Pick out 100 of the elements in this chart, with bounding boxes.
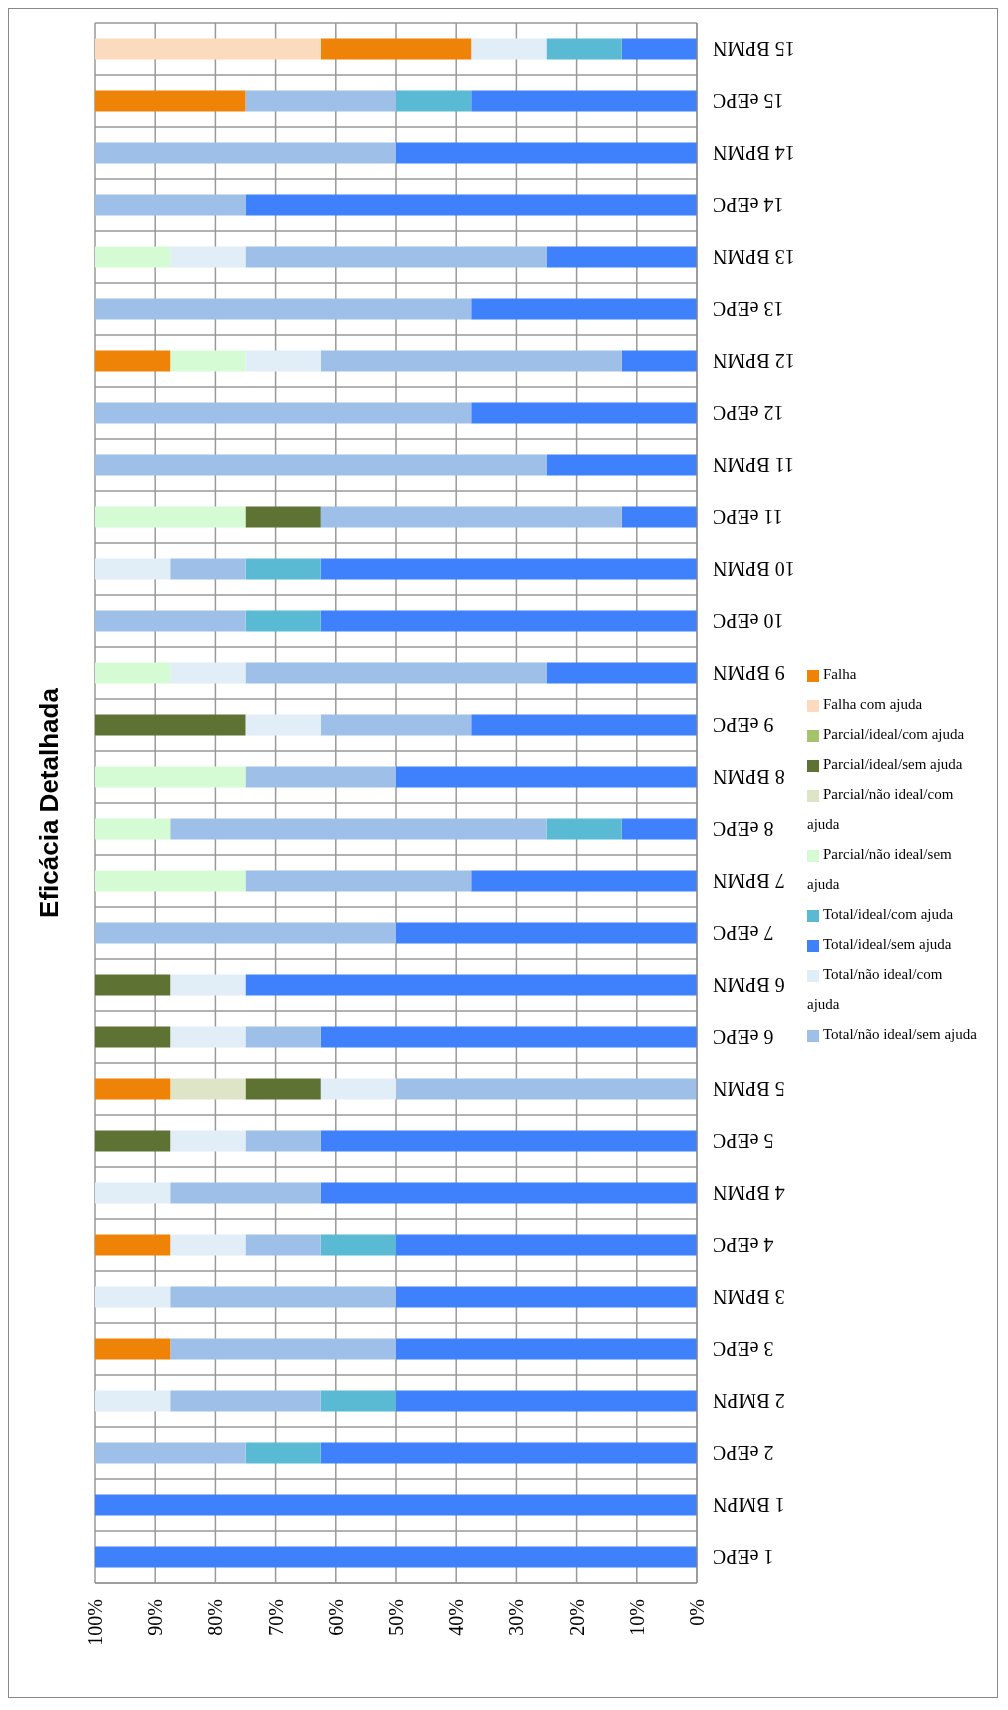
bar	[95, 714, 246, 736]
bar	[170, 1026, 246, 1048]
y-tick-label: 10 eEPC	[713, 610, 784, 632]
bar	[95, 1442, 246, 1464]
y-tick-label: 1 BMPN	[713, 1494, 785, 1516]
legend-label: Total/não ideal/com ajuda	[807, 966, 943, 1012]
y-tick-label: 3 BPMN	[713, 1286, 785, 1308]
y-tick-label: 12 eEPC	[713, 402, 784, 424]
bar	[95, 38, 321, 60]
bar	[170, 246, 246, 268]
bar	[396, 1234, 697, 1256]
bar	[170, 1182, 321, 1204]
bar	[170, 1078, 246, 1100]
bar	[95, 350, 171, 372]
bar	[546, 662, 697, 684]
y-tick-label: 6 BPMN	[713, 974, 785, 996]
bar	[95, 1026, 171, 1048]
bar	[621, 506, 697, 528]
bar	[396, 1078, 697, 1100]
legend-label: Parcial/não ideal/sem ajuda	[807, 846, 952, 892]
bar	[621, 38, 697, 60]
x-tick-label: 10%	[625, 1599, 648, 1636]
legend-label: Parcial/não ideal/com ajuda	[807, 786, 954, 832]
bar	[245, 90, 396, 112]
bar	[546, 454, 697, 476]
x-tick-label: 90%	[144, 1599, 167, 1636]
bar	[245, 766, 396, 788]
x-tick-label: 40%	[445, 1599, 468, 1636]
y-tick-label: 14 BPMN	[713, 142, 795, 164]
bar	[471, 870, 697, 892]
bar	[546, 818, 622, 840]
bar	[95, 246, 171, 268]
y-tick-label: 13 eEPC	[713, 298, 784, 320]
bar	[396, 1390, 697, 1412]
bar	[621, 818, 697, 840]
x-tick-label: 50%	[385, 1599, 407, 1636]
bar	[320, 38, 472, 60]
bar	[320, 1390, 396, 1412]
x-tick-label: 20%	[565, 1599, 588, 1636]
bar	[95, 922, 396, 944]
text: Eficácia Detalhada	[33, 688, 65, 918]
y-tick-label: 5 eEPC	[713, 1130, 774, 1152]
bar	[95, 506, 246, 528]
bar	[245, 714, 321, 736]
legend-label: Falha	[823, 666, 857, 682]
bar	[170, 1390, 321, 1412]
legend-label: Parcial/ideal/com ajuda	[823, 726, 965, 742]
bar	[396, 1286, 697, 1308]
bar	[170, 558, 246, 580]
bar	[95, 142, 396, 164]
bar	[245, 350, 321, 372]
bar	[546, 246, 697, 268]
bar	[170, 818, 547, 840]
bar	[245, 506, 321, 528]
bar	[170, 1130, 246, 1152]
y-tick-label: 11 BPMN	[713, 454, 794, 476]
y-tick-label: 13 BPMN	[713, 246, 795, 268]
x-tick-label: 60%	[324, 1599, 347, 1636]
bar	[95, 454, 547, 476]
bar	[320, 1182, 697, 1204]
y-tick-label: 15 BPMN	[713, 38, 795, 60]
bar	[396, 90, 472, 112]
bar	[95, 870, 246, 892]
bar	[95, 766, 246, 788]
bar	[320, 558, 697, 580]
bar	[245, 610, 321, 632]
bar	[95, 818, 171, 840]
x-tick-label: 100%	[84, 1599, 106, 1646]
y-tick-label: 6 eEPC	[713, 1026, 774, 1048]
bar	[320, 350, 622, 372]
bar	[170, 662, 246, 684]
y-tick-label: 4 eEPC	[713, 1234, 774, 1256]
y-tick-label: 11 eEPC	[713, 506, 783, 528]
x-tick-label: 70%	[264, 1599, 287, 1636]
y-tick-label: 9 eEPC	[713, 714, 774, 736]
y-tick-label: 7 BPMN	[713, 870, 785, 892]
y-tick-label: 4 BPMN	[713, 1182, 785, 1204]
bar	[471, 38, 547, 60]
legend-label: Total/não ideal/sem ajuda	[823, 1026, 977, 1042]
bar	[95, 1546, 697, 1568]
bar	[245, 558, 321, 580]
bar	[170, 1338, 396, 1360]
bar	[95, 298, 472, 320]
bar	[170, 350, 246, 372]
y-tick-label: 7 eEPC	[713, 922, 774, 944]
bar	[95, 662, 171, 684]
bar	[170, 1286, 396, 1308]
bar	[396, 922, 697, 944]
bar	[245, 1130, 321, 1152]
bar	[320, 1130, 697, 1152]
legend-label: Parcial/ideal/sem ajuda	[823, 756, 963, 772]
y-tick-label: 15 eEPC	[713, 90, 784, 112]
bar	[95, 1182, 171, 1204]
legend-label: Total/ideal/sem ajuda	[823, 936, 952, 952]
bar	[95, 974, 171, 996]
bar	[396, 142, 697, 164]
bar	[396, 766, 697, 788]
bar	[95, 1338, 171, 1360]
bar	[320, 1234, 396, 1256]
bar	[320, 714, 472, 736]
